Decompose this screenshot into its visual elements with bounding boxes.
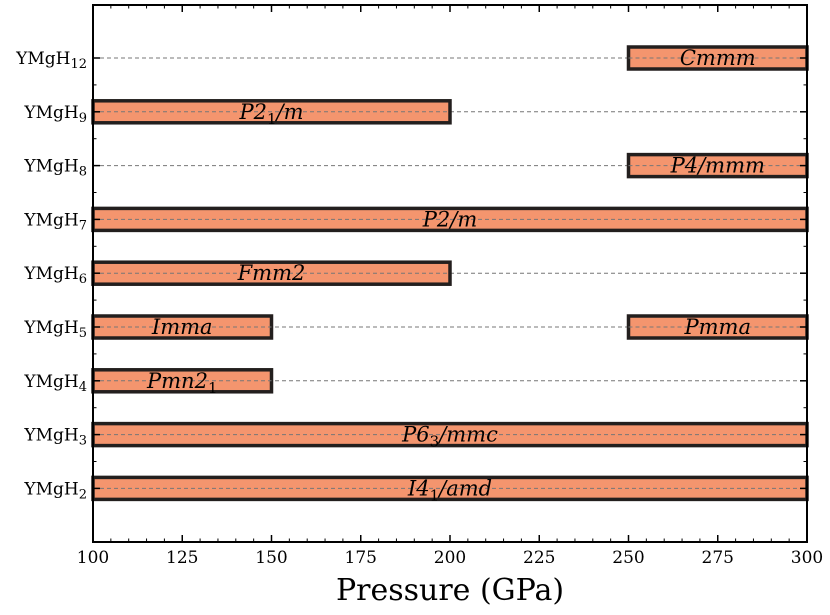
x-tick-label: 250 [612,548,644,568]
y-tick-label: YMgH5 [23,318,87,341]
x-tick-label: 100 [77,548,109,568]
x-tick-label: 300 [791,548,823,568]
y-tick-label: YMgH7 [23,210,87,233]
phase-label: Fmm2 [237,261,306,285]
phase-label: Pmma [684,315,751,339]
bars: Cmmm P21/m P4/mmm P2/m Fmm2 Imma Pmma Pmn21 P63/… [91,45,809,504]
phase-label: Cmmm [680,46,756,70]
y-tick-label: YMgH4 [23,372,87,395]
y-tick-label: YMgH9 [23,103,87,126]
x-tick-label: 150 [255,548,287,568]
phase-label: P2/m [422,207,477,231]
x-tick-label: 175 [345,548,377,568]
phase-label: P21/m [238,100,303,128]
x-tick-label: 125 [166,548,198,568]
y-axis: YMgH12 YMgH9 YMgH8 YMgH7 YMgH6 YMgH5 YMgH4 YMgH… [15,49,807,502]
x-axis-title: Pressure (GPa) [336,573,564,608]
x-tick-label: 275 [702,548,734,568]
y-tick-label: YMgH3 [23,426,87,449]
phase-label: Pmn21 [146,369,217,397]
y-tick-label: YMgH6 [23,264,87,287]
y-tick-label: YMgH12 [15,49,87,72]
phase-label: P4/mmm [670,154,765,178]
x-axis: 100 125 150 175 200 225 250 275 300 [77,5,823,568]
phase-label: Imma [151,315,213,339]
y-tick-label: YMgH8 [23,157,87,180]
x-tick-label: 225 [523,548,555,568]
x-tick-label: 200 [434,548,466,568]
phase-label: I41/amd [407,476,492,504]
phase-label: P63/mmc [401,423,498,451]
y-tick-label: YMgH2 [23,479,87,502]
